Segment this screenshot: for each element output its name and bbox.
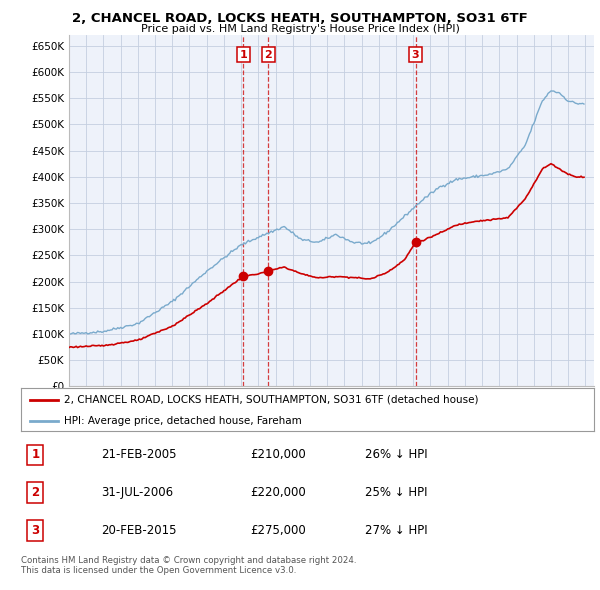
Text: 21-FEB-2005: 21-FEB-2005 [101,448,177,461]
Text: 3: 3 [412,50,419,60]
Text: £210,000: £210,000 [250,448,306,461]
Text: 1: 1 [239,50,247,60]
Text: 2, CHANCEL ROAD, LOCKS HEATH, SOUTHAMPTON, SO31 6TF: 2, CHANCEL ROAD, LOCKS HEATH, SOUTHAMPTO… [72,12,528,25]
Text: 27% ↓ HPI: 27% ↓ HPI [365,524,427,537]
Text: HPI: Average price, detached house, Fareham: HPI: Average price, detached house, Fare… [64,417,302,427]
Text: 31-JUL-2006: 31-JUL-2006 [101,486,173,499]
Text: 3: 3 [31,524,40,537]
Text: 20-FEB-2015: 20-FEB-2015 [101,524,177,537]
Text: £220,000: £220,000 [250,486,306,499]
Text: This data is licensed under the Open Government Licence v3.0.: This data is licensed under the Open Gov… [21,566,296,575]
Text: Contains HM Land Registry data © Crown copyright and database right 2024.: Contains HM Land Registry data © Crown c… [21,556,356,565]
Text: 2: 2 [31,486,40,499]
Text: Price paid vs. HM Land Registry's House Price Index (HPI): Price paid vs. HM Land Registry's House … [140,24,460,34]
Text: 2, CHANCEL ROAD, LOCKS HEATH, SOUTHAMPTON, SO31 6TF (detached house): 2, CHANCEL ROAD, LOCKS HEATH, SOUTHAMPTO… [64,395,478,405]
Text: 1: 1 [31,448,40,461]
Text: 2: 2 [265,50,272,60]
Text: 25% ↓ HPI: 25% ↓ HPI [365,486,427,499]
Text: £275,000: £275,000 [250,524,306,537]
Text: 26% ↓ HPI: 26% ↓ HPI [365,448,427,461]
